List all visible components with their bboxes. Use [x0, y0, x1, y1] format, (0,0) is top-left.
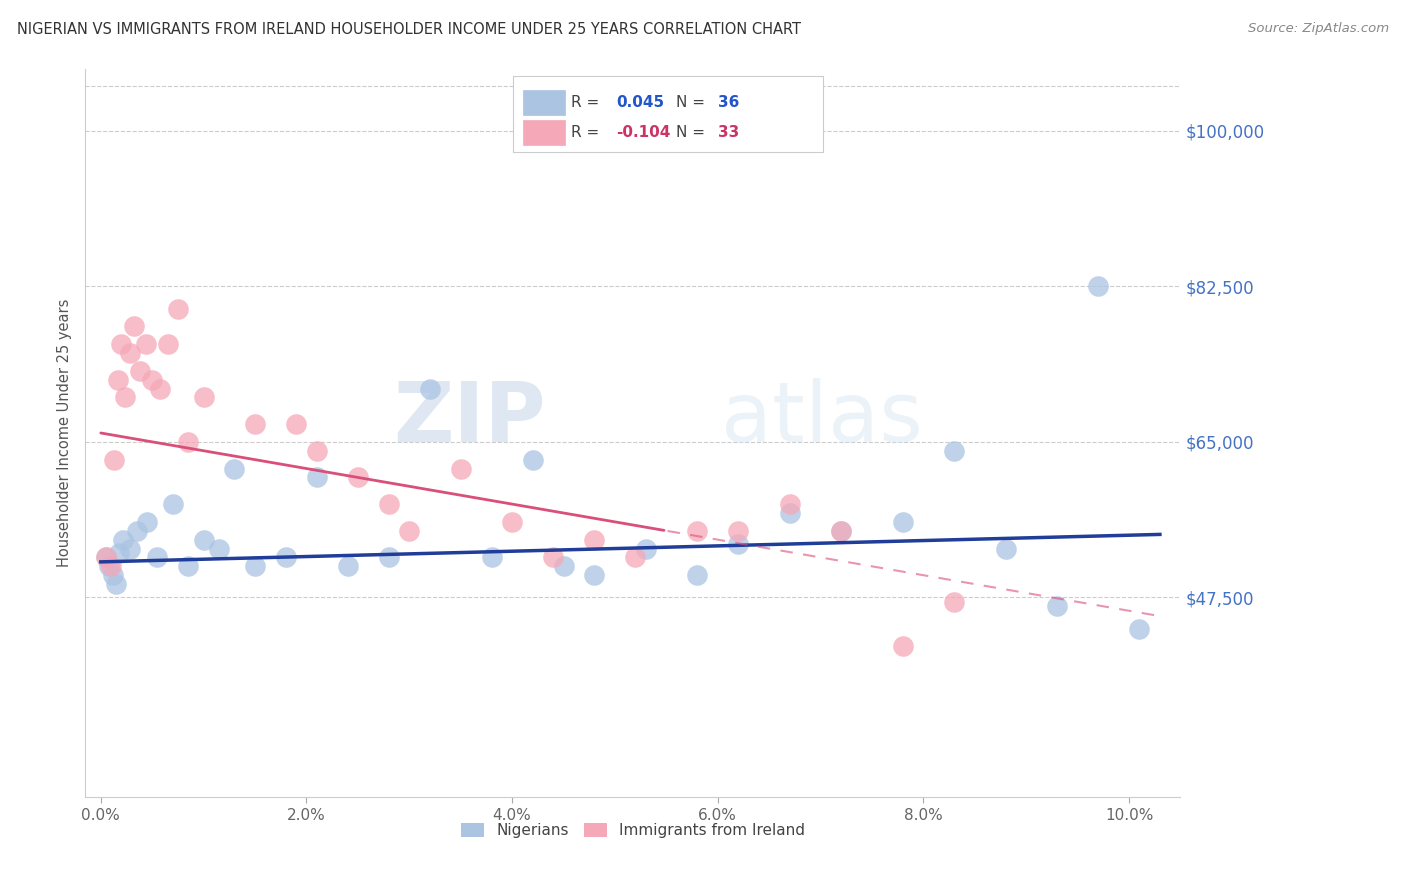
Point	[994, 541, 1017, 556]
Point	[274, 550, 297, 565]
Point	[347, 470, 370, 484]
Point	[419, 382, 441, 396]
Point	[1087, 279, 1109, 293]
Point	[830, 524, 852, 538]
Point	[193, 391, 215, 405]
Point	[583, 533, 606, 547]
Text: R =: R =	[571, 95, 605, 110]
Point	[110, 337, 132, 351]
Point	[522, 452, 544, 467]
Point	[125, 524, 148, 538]
Point	[101, 568, 124, 582]
Point	[830, 524, 852, 538]
Text: 0.045: 0.045	[616, 95, 664, 110]
Point	[891, 640, 914, 654]
Text: 33: 33	[718, 125, 740, 139]
Point	[141, 373, 163, 387]
Point	[149, 382, 172, 396]
Legend: Nigerians, Immigrants from Ireland: Nigerians, Immigrants from Ireland	[454, 817, 811, 845]
Point	[108, 546, 131, 560]
Point	[481, 550, 503, 565]
Point	[943, 595, 966, 609]
Point	[94, 550, 117, 565]
Point	[779, 506, 801, 520]
Point	[686, 524, 709, 538]
Point	[98, 559, 121, 574]
Point	[541, 550, 564, 565]
Point	[305, 443, 328, 458]
Point	[450, 461, 472, 475]
Point	[779, 497, 801, 511]
Text: R =: R =	[571, 125, 605, 139]
Point	[122, 319, 145, 334]
Text: ZIP: ZIP	[392, 378, 546, 458]
Point	[162, 497, 184, 511]
Point	[891, 515, 914, 529]
Point	[208, 541, 231, 556]
Point	[118, 346, 141, 360]
Text: N =: N =	[676, 95, 710, 110]
Text: atlas: atlas	[720, 378, 922, 458]
Point	[94, 550, 117, 565]
Point	[1128, 622, 1150, 636]
Point	[553, 559, 575, 574]
Point	[112, 533, 135, 547]
Text: -0.104: -0.104	[616, 125, 671, 139]
Point	[727, 537, 749, 551]
Point	[114, 391, 136, 405]
Point	[167, 301, 190, 316]
Point	[118, 541, 141, 556]
Point	[634, 541, 657, 556]
Text: N =: N =	[676, 125, 710, 139]
Point	[135, 337, 157, 351]
Point	[243, 417, 266, 431]
Point	[727, 524, 749, 538]
Point	[583, 568, 606, 582]
Point	[305, 470, 328, 484]
Point	[107, 373, 129, 387]
Point	[686, 568, 709, 582]
Point	[501, 515, 523, 529]
Point	[243, 559, 266, 574]
Point	[377, 497, 399, 511]
Point	[156, 337, 179, 351]
Point	[624, 550, 647, 565]
Point	[943, 443, 966, 458]
Point	[136, 515, 159, 529]
Point	[103, 452, 125, 467]
Y-axis label: Householder Income Under 25 years: Householder Income Under 25 years	[58, 299, 72, 567]
Point	[100, 559, 122, 574]
Point	[285, 417, 308, 431]
Point	[177, 434, 200, 449]
Point	[398, 524, 420, 538]
Point	[177, 559, 200, 574]
Text: Source: ZipAtlas.com: Source: ZipAtlas.com	[1249, 22, 1389, 36]
Point	[336, 559, 359, 574]
Text: 36: 36	[718, 95, 740, 110]
Point	[377, 550, 399, 565]
Text: NIGERIAN VS IMMIGRANTS FROM IRELAND HOUSEHOLDER INCOME UNDER 25 YEARS CORRELATIO: NIGERIAN VS IMMIGRANTS FROM IRELAND HOUS…	[17, 22, 801, 37]
Point	[224, 461, 246, 475]
Point	[146, 550, 169, 565]
Point	[1046, 599, 1069, 614]
Point	[193, 533, 215, 547]
Point	[128, 364, 150, 378]
Point	[105, 577, 128, 591]
